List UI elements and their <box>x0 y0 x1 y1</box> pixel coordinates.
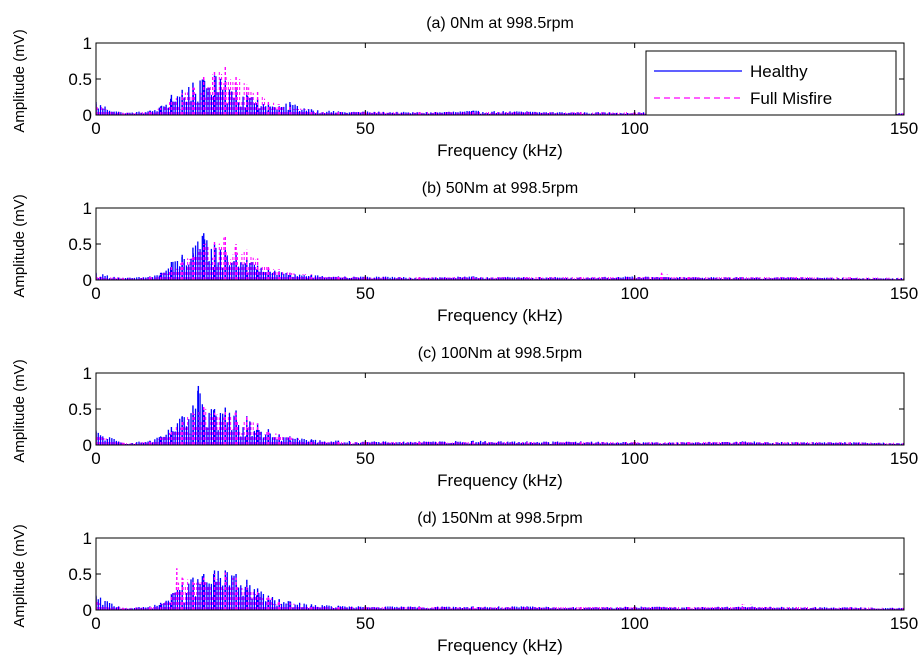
y-tick-label: 0 <box>83 106 92 125</box>
series-line <box>96 406 904 445</box>
y-tick-label: 0.5 <box>68 400 92 419</box>
y-tick-label: 0 <box>83 271 92 290</box>
y-axis-label: Amplitude (mV) <box>11 194 28 297</box>
x-tick-label: 50 <box>356 284 375 303</box>
subplot-title: (d) 150Nm at 998.5rpm <box>417 510 582 527</box>
x-tick-label: 0 <box>91 449 100 468</box>
x-tick-label: 50 <box>356 449 375 468</box>
y-tick-label: 0.5 <box>68 565 92 584</box>
x-tick-label: 0 <box>91 119 100 138</box>
x-axis-label: Frequency (kHz) <box>437 141 563 160</box>
y-tick-label: 0 <box>83 436 92 455</box>
subplot-title: (c) 100Nm at 998.5rpm <box>418 345 583 362</box>
y-tick-label: 1 <box>83 199 92 218</box>
x-tick-label: 150 <box>890 284 918 303</box>
y-tick-label: 1 <box>83 529 92 548</box>
x-tick-label: 50 <box>356 614 375 633</box>
x-tick-label: 100 <box>620 119 648 138</box>
subplot-title: (a) 0Nm at 998.5rpm <box>426 15 574 32</box>
legend-label: Full Misfire <box>750 89 832 108</box>
series-full-misfire <box>96 236 904 280</box>
subplot-b: 0 0.5 1 0 50 100 150 (b) 50Nm at 998.5rpm Freque… <box>11 180 918 325</box>
x-tick-label: 0 <box>91 614 100 633</box>
x-tick-label: 0 <box>91 284 100 303</box>
y-tick-label: 0 <box>83 601 92 620</box>
series-full-misfire <box>96 568 904 610</box>
x-tick-label: 100 <box>620 284 648 303</box>
y-axis-label: Amplitude (mV) <box>11 29 28 132</box>
x-tick-label: 50 <box>356 119 375 138</box>
subplot-c: 0 0.5 1 0 50 100 150 (c) 100Nm at 998.5rpm Frequ… <box>11 345 918 490</box>
x-tick-label: 150 <box>890 449 918 468</box>
series-full-misfire <box>96 405 904 445</box>
x-axis-label: Frequency (kHz) <box>437 636 563 655</box>
y-tick-label: 1 <box>83 34 92 53</box>
subplot-title: (b) 50Nm at 998.5rpm <box>422 180 579 197</box>
y-axis-label: Amplitude (mV) <box>11 524 28 627</box>
x-tick-label: 100 <box>620 614 648 633</box>
y-tick-label: 0.5 <box>68 235 92 254</box>
x-tick-label: 150 <box>890 614 918 633</box>
x-axis-label: Frequency (kHz) <box>437 306 563 325</box>
series-line <box>96 237 904 280</box>
y-tick-label: 0.5 <box>68 70 92 89</box>
legend-box <box>645 50 897 116</box>
x-axis-label: Frequency (kHz) <box>437 471 563 490</box>
y-axis-label: Amplitude (mV) <box>11 359 28 462</box>
subplot-d: 0 0.5 1 0 50 100 150 (d) 150Nm at 998.5rpm Frequ… <box>11 510 918 655</box>
x-tick-label: 100 <box>620 449 648 468</box>
legend: Healthy Full Misfire <box>645 50 897 116</box>
y-tick-label: 1 <box>83 364 92 383</box>
x-tick-label: 150 <box>890 119 918 138</box>
legend-label: Healthy <box>750 62 808 81</box>
series-line <box>96 574 904 610</box>
